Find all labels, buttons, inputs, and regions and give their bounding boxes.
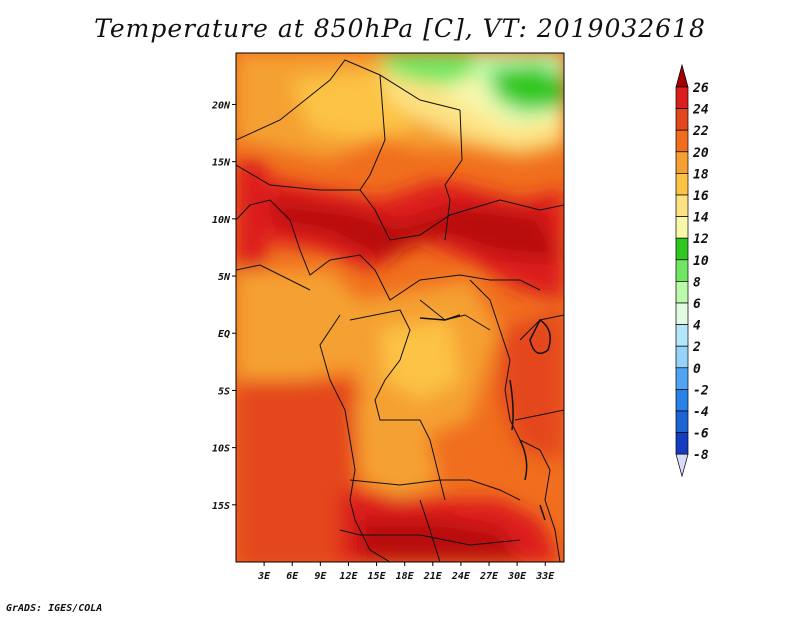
colorbar-label: 10 — [693, 254, 709, 269]
y-tick-label: EQ — [218, 329, 230, 340]
colorbar-segment — [675, 194, 689, 217]
x-tick-label: 6E — [286, 571, 299, 582]
grads-credit: GrADS: IGES/COLA — [6, 603, 103, 614]
colorbar-label: 6 — [693, 297, 701, 312]
chart-title: Temperature at 850hPa [C], VT: 201903261… — [94, 14, 706, 43]
colorbar-label: 0 — [693, 362, 701, 377]
x-tick-label: 15E — [368, 571, 387, 582]
x-tick-label: 33E — [535, 571, 555, 582]
colorbar-segment — [675, 432, 689, 455]
x-tick-label: 3E — [257, 571, 271, 582]
x-tick-label: 18E — [396, 571, 415, 582]
colorbar-segment — [675, 345, 689, 369]
colorbar-bottom-arrow — [675, 453, 689, 478]
temperature-field — [236, 53, 564, 562]
colorbar-segment — [675, 151, 689, 174]
y-axis: 20N 15N 10N 5N EQ 5S 10S 15S — [211, 100, 236, 512]
colorbar-label: -6 — [693, 427, 709, 442]
x-tick-label: 9E — [314, 571, 327, 582]
colorbar-label: 26 — [692, 81, 709, 96]
colorbar-label: -4 — [693, 405, 709, 420]
colorbar-label: -2 — [693, 383, 709, 398]
colorbar-segment — [675, 86, 689, 109]
y-tick-label: 5S — [218, 386, 230, 397]
x-tick-label: 27E — [479, 571, 499, 582]
colorbar-label: 18 — [693, 167, 709, 182]
colorbar-segment — [675, 302, 689, 325]
y-tick-label: 10N — [212, 215, 231, 226]
colorbar-label: 2 — [692, 340, 701, 355]
x-tick-label: 12E — [339, 571, 358, 582]
colorbar-segment — [675, 410, 689, 433]
colorbar-segment — [675, 173, 689, 196]
colorbar-segment — [675, 259, 689, 282]
colorbar-label: 16 — [693, 189, 709, 204]
y-tick-label: 10S — [212, 444, 230, 455]
colorbar-segment — [675, 216, 689, 239]
map-frame — [235, 52, 565, 563]
x-axis: 3E 6E 9E 12E 15E 18E 21E 24E 27E 30E 33E — [257, 562, 555, 582]
colorbar-segment — [675, 129, 689, 153]
colorbar-label: 14 — [693, 211, 709, 226]
colorbar-segment — [675, 237, 689, 261]
x-tick-label: 21E — [423, 571, 443, 582]
y-tick-label: 15N — [212, 158, 231, 169]
colorbar-label: -8 — [693, 448, 709, 463]
colorbar-label: 4 — [693, 319, 701, 334]
x-tick-label: 24E — [451, 571, 471, 582]
colorbar-label: 24 — [692, 103, 709, 118]
y-tick-label: 5N — [218, 272, 231, 283]
colorbar-segment — [675, 108, 689, 131]
y-tick-label: 20N — [211, 100, 231, 111]
lakes — [419, 314, 551, 521]
colorbar-segment — [675, 389, 689, 412]
colorbar-segment — [675, 324, 689, 347]
colorbar-segment — [675, 281, 689, 304]
colorbar-label: 8 — [693, 275, 701, 290]
colorbar-label: 12 — [693, 232, 709, 247]
y-tick-label: 15S — [212, 501, 230, 512]
colorbar-label: 22 — [692, 124, 709, 139]
colorbar-top-arrow — [675, 63, 689, 88]
colorbar-segment — [675, 367, 689, 390]
colorbar-label: 20 — [692, 146, 709, 161]
x-tick-label: 30E — [507, 571, 527, 582]
